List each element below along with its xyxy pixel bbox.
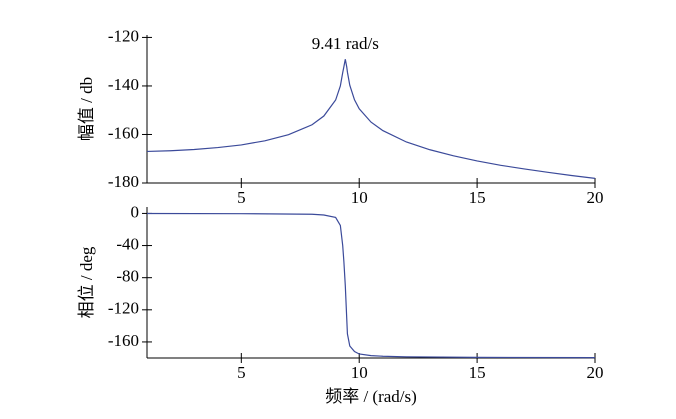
x-tick-label: 10 [351, 363, 368, 382]
x-axis-label: 频率 / (rad/s) [325, 387, 417, 406]
peak-annotation: 9.41 rad/s [312, 34, 379, 53]
y-tick-label: -160 [108, 123, 139, 142]
x-tick-label: 15 [469, 188, 486, 207]
y-tick-label: -120 [108, 26, 139, 45]
data-line [146, 59, 596, 179]
y-tick-label: -140 [108, 75, 139, 94]
x-tick-label: 15 [469, 363, 486, 382]
x-tick-label: 20 [587, 363, 604, 382]
x-tick-label: 20 [587, 188, 604, 207]
y-tick-label: -160 [108, 331, 139, 350]
y-axis-label: 幅值 / db [77, 77, 96, 141]
y-tick-label: 0 [131, 202, 140, 221]
y-tick-label: -40 [116, 234, 139, 253]
y-axis-label: 相位 / deg [77, 246, 96, 318]
y-tick-label: -180 [108, 172, 139, 191]
data-line [146, 212, 596, 359]
y-tick-label: -120 [108, 299, 139, 318]
x-tick-label: 5 [237, 363, 246, 382]
y-tick-label: -80 [116, 267, 139, 286]
x-tick-label: 5 [237, 188, 246, 207]
x-tick-label: 10 [351, 188, 368, 207]
